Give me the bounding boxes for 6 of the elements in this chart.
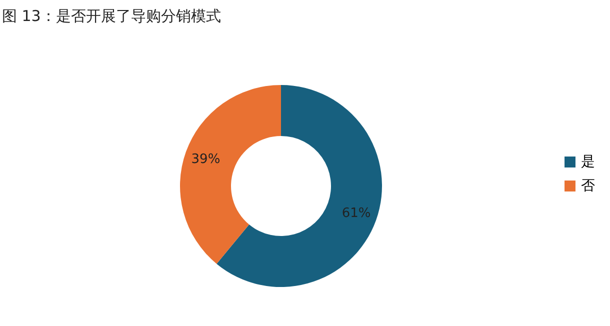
data-label: 39% bbox=[191, 152, 220, 167]
data-label: 61% bbox=[342, 206, 371, 222]
donut-slice bbox=[180, 85, 281, 264]
legend-label: 否 bbox=[581, 178, 595, 194]
chart-title: 图 13：是否开展了导购分销模式 bbox=[2, 7, 221, 25]
legend-label: 是 bbox=[581, 154, 595, 170]
